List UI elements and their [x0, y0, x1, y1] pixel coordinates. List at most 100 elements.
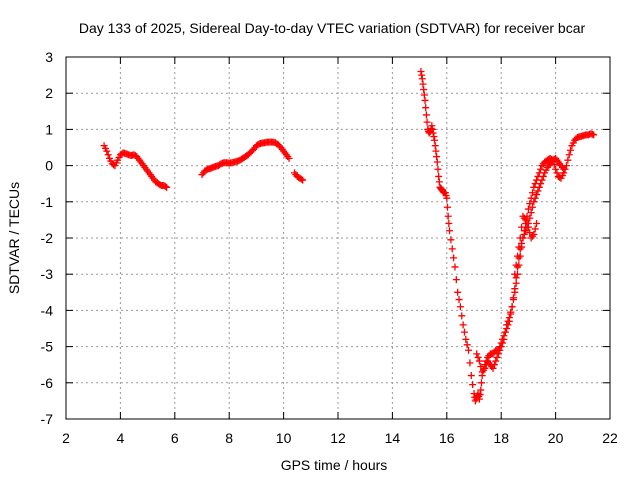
data-point [490, 361, 498, 369]
data-point [469, 381, 477, 389]
y-tick-label: -2 [41, 230, 54, 246]
y-tick-label: -7 [41, 411, 54, 427]
data-point [512, 261, 520, 269]
y-tick-labels: -7 -6 -5 -4 -3 -2 -1 0 1 2 3 [41, 49, 54, 427]
axis-ticks [65, 56, 611, 420]
y-tick-label: -3 [41, 266, 54, 282]
data-point [518, 239, 526, 247]
data-point [511, 270, 519, 278]
data-point [297, 175, 305, 183]
x-tick-label: 18 [493, 430, 509, 446]
x-tick-labels: 2 4 6 8 10 12 14 16 18 20 22 [62, 430, 618, 446]
data-point [535, 183, 543, 191]
data-point [477, 363, 485, 371]
data-point [459, 321, 467, 329]
data-point [456, 303, 464, 311]
data-point [504, 317, 512, 325]
data-point [494, 350, 502, 358]
data-point [429, 125, 437, 133]
data-point [435, 178, 443, 186]
data-point [460, 328, 468, 336]
data-point [553, 169, 561, 177]
data-point [496, 346, 504, 354]
data-point [163, 183, 171, 191]
data-point [507, 308, 515, 316]
data-point [501, 328, 509, 336]
data-point [455, 296, 463, 304]
data-point [526, 200, 534, 208]
data-point [446, 227, 454, 235]
data-point [428, 122, 436, 130]
chart-title: Day 133 of 2025, Sidereal Day-to-day VTE… [79, 20, 586, 36]
data-point [423, 118, 431, 126]
data-point [534, 187, 542, 195]
data-point [481, 364, 489, 372]
data-point [463, 341, 471, 349]
data-point [418, 75, 426, 83]
data-point [443, 194, 451, 202]
data-point [500, 335, 508, 343]
data-point [473, 350, 481, 358]
data-point [419, 80, 427, 88]
x-tick-label: 16 [439, 430, 455, 446]
data-point [443, 203, 451, 211]
data-point [433, 158, 441, 166]
data-point [476, 391, 484, 399]
data-point [505, 314, 513, 322]
data-point [537, 180, 545, 188]
data-point [565, 151, 573, 159]
data-point [537, 165, 545, 173]
data-point [489, 364, 497, 372]
data-point [512, 274, 520, 282]
data-point [103, 147, 111, 155]
data-point [530, 230, 538, 238]
x-tick-label: 14 [385, 430, 401, 446]
data-point [467, 372, 475, 380]
data-point [552, 165, 560, 173]
data-point [528, 189, 536, 197]
data-point [477, 386, 485, 394]
x-tick-label: 4 [117, 430, 125, 446]
y-tick-label: -4 [41, 302, 54, 318]
data-point [285, 154, 293, 162]
data-point [161, 182, 169, 190]
y-tick-label: 2 [45, 85, 53, 101]
data-point [531, 225, 539, 233]
data-point [539, 172, 547, 180]
data-point [524, 223, 532, 231]
data-point [567, 146, 575, 154]
data-point [445, 220, 453, 228]
data-point [452, 276, 460, 284]
y-tick-label: -1 [41, 194, 54, 210]
data-point [417, 67, 425, 75]
data-point [466, 359, 474, 367]
x-tick-label: 6 [171, 430, 179, 446]
data-points [100, 67, 598, 405]
data-point [514, 252, 522, 260]
data-point [590, 131, 598, 139]
data-point [435, 172, 443, 180]
data-point [474, 353, 482, 361]
data-point [475, 357, 483, 365]
data-point [499, 339, 507, 347]
y-tick-label: -6 [41, 375, 54, 391]
data-point [431, 136, 439, 144]
data-point [418, 71, 426, 79]
data-point [564, 156, 572, 164]
data-point [431, 142, 439, 150]
x-tick-label: 8 [225, 430, 233, 446]
data-point [299, 176, 307, 184]
data-point [104, 151, 112, 159]
data-point [420, 91, 428, 99]
data-point [516, 234, 524, 242]
data-point [477, 379, 485, 387]
x-axis-label: GPS time / hours [281, 457, 388, 473]
data-point [454, 288, 462, 296]
data-point [522, 216, 530, 224]
data-point [509, 294, 517, 302]
data-point [533, 191, 541, 199]
x-tick-label: 10 [276, 430, 292, 446]
data-point [538, 176, 546, 184]
